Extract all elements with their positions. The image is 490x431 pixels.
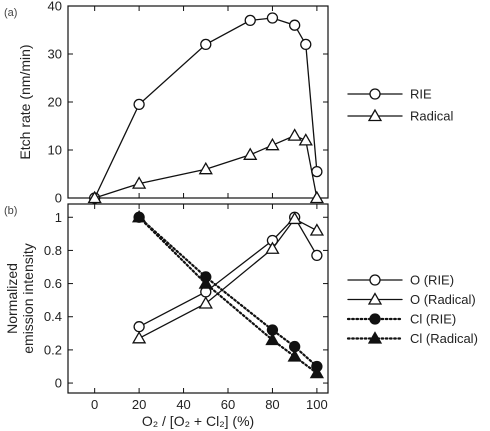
y-tick-label: 0 (55, 191, 62, 206)
legend-label: O (Radical) (410, 292, 476, 307)
y-tick-label: 40 (48, 0, 62, 14)
data-point (198, 276, 213, 289)
x-axis-title: O₂ / [O₂ + Cl₂] (%) (142, 413, 254, 429)
y-tick-label: 0.4 (44, 309, 62, 324)
series-o-radical (131, 211, 325, 344)
legend-marker (367, 292, 383, 305)
data-point (133, 321, 145, 333)
legend-item-o-radical: O (Radical) (347, 292, 476, 307)
data-point (198, 161, 213, 175)
plot-frame (67, 5, 329, 199)
legend-label: Cl (RIE) (410, 312, 456, 327)
data-point (300, 38, 312, 51)
panel-a: (a) 0 10 20 30 40 Etch rate (nm/min) RIE Radical (4, 0, 453, 206)
data-point (244, 14, 256, 27)
data-point (309, 190, 325, 204)
x-tick-label: 60 (221, 397, 235, 412)
data-point (289, 19, 301, 31)
legend-label: RIE (410, 87, 432, 102)
series-radical (87, 128, 325, 204)
data-point (287, 211, 302, 225)
series-line (138, 216, 318, 328)
data-point (309, 365, 325, 379)
panel-b: (b) 0 0.2 0.4 0.6 0.8 1 0 20 40 60 80 100 Normalized e… (4, 203, 478, 412)
y-tick-label: 0.8 (44, 243, 62, 258)
series-cl-radical (131, 209, 325, 379)
legend-item-rie: RIE (347, 87, 432, 102)
data-point (266, 12, 279, 24)
y-tick-label: 0.6 (44, 276, 62, 291)
series-line (138, 218, 318, 339)
data-point (87, 190, 102, 204)
y-axis-title-line: Normalized (4, 263, 20, 334)
legend-item-cl-rie: Cl (RIE) (346, 312, 456, 327)
series-rie (89, 12, 323, 204)
legend-item-cl-radical: Cl (Radical) (346, 331, 478, 346)
legend-label: Radical (410, 109, 453, 124)
data-point (265, 137, 280, 151)
x-tick-label: 20 (132, 397, 146, 412)
x-tick-label: 80 (265, 397, 279, 412)
data-point (131, 176, 147, 189)
legend-label: O (RIE) (410, 273, 454, 288)
data-point (131, 330, 147, 344)
y-tick-label: 20 (48, 95, 62, 110)
y-tick-label: 1 (55, 210, 62, 225)
data-point (287, 349, 302, 362)
legend-marker (367, 108, 383, 122)
data-point (311, 165, 323, 178)
y-axis-title: Etch rate (nm/min) (17, 44, 33, 159)
data-point (243, 147, 258, 160)
y-tick-label: 0.2 (44, 342, 62, 357)
y-tick-label: 30 (48, 47, 62, 62)
series-cl-rie (133, 211, 323, 373)
x-tick-label: 40 (176, 397, 190, 412)
legend-marker (369, 274, 381, 286)
y-axis-title-line: emission intensity (20, 243, 36, 354)
legend-marker (369, 313, 381, 325)
legend-marker (367, 331, 383, 344)
data-point (287, 128, 302, 141)
x-tick-label: 0 (91, 397, 98, 412)
data-point (265, 241, 280, 254)
data-point (198, 296, 213, 309)
series-o-rie (133, 211, 323, 333)
data-point (298, 133, 313, 146)
y-tick-label: 0 (55, 376, 62, 391)
x-tick-label: 100 (306, 397, 328, 412)
data-point (133, 98, 145, 111)
legend-item-radical: Radical (347, 108, 453, 124)
data-point (311, 249, 323, 262)
panel-label: (b) (4, 205, 17, 217)
panel-label: (a) (4, 7, 17, 19)
x-axis-title: O₂ / [O₂ + Cl₂] (%) (142, 413, 254, 429)
legend-label: Cl (Radical) (410, 331, 478, 346)
data-point (200, 38, 212, 51)
plot-frame (67, 203, 329, 394)
legend-item-o-rie: O (RIE) (347, 273, 454, 288)
data-point (309, 223, 325, 236)
legend-marker (369, 88, 381, 100)
data-point (265, 332, 280, 346)
data-point (131, 209, 147, 223)
y-tick-label: 10 (48, 143, 62, 158)
